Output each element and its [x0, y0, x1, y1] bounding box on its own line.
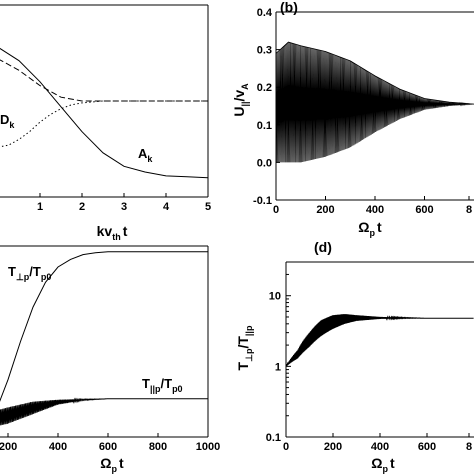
panel-b-x-tick-label: 8: [466, 204, 472, 216]
panel-b-x-tick-label: 200: [316, 204, 334, 216]
panel-b-x-tick-label: 0: [273, 204, 279, 216]
panel-b-panel-label: (b): [280, 0, 298, 15]
panel-d-y-tick-label: 10: [269, 291, 281, 303]
panel-a: 1 2 3 4 5 kvth t Dk Ak: [0, 4, 211, 242]
panel-d-x-tick-label: 200: [324, 441, 342, 453]
panel-b-upper-envelope: [276, 41, 474, 105]
panel-d-x-tick-label: 400: [371, 441, 389, 453]
panel-b-x-tick-label: 400: [366, 204, 384, 216]
panel-d-x-tick-label: 8: [466, 441, 472, 453]
panel-b: -0.1 0.0 0.1 0.2 0.3 0.4 0 200 400 600 8 (b) Ωp t U…: [231, 0, 474, 238]
panel-c-series-band-1: [0, 397, 208, 426]
panel-b-y-label: U||/vA: [231, 83, 250, 117]
panel-a-series-label-ak: Ak: [138, 146, 153, 164]
panel-b-y-tick-label: -0.1: [253, 195, 272, 207]
panel-b-y-tick-label: 0.2: [257, 82, 272, 94]
panel-c-plot: [0, 251, 208, 426]
panel-d-panel-label: (d): [314, 239, 332, 255]
panel-a-series-line-1: [0, 59, 208, 102]
panel-c-series-line-0: [0, 251, 208, 402]
panel-b-ticks: -0.1 0.0 0.1 0.2 0.3 0.4 0 200 400 600 8: [253, 7, 472, 216]
panel-b-x-label: Ωp t: [358, 219, 382, 238]
panel-d-series-band: [286, 314, 474, 367]
panel-d-y-tick-label: 1: [275, 361, 281, 373]
panel-a-x-tick-label: 5: [205, 201, 211, 213]
panel-c-x-label: Ωp t: [100, 455, 124, 474]
panel-b-x-tick-label: 600: [415, 204, 433, 216]
panel-b-y-tick-label: 0.0: [257, 157, 272, 169]
panel-c-x-tick-label: 400: [49, 441, 67, 453]
panel-c-x-tick-label: 600: [99, 441, 117, 453]
panel-d-y-label: T⊥p/T||p: [235, 325, 254, 370]
panel-a-x-tick-label: 2: [79, 201, 85, 213]
panel-c-series-label-tpar: T||p/Tp0: [142, 376, 183, 394]
panel-b-y-tick-label: 0.4: [257, 7, 273, 19]
panel-d-x-tick-label: 0: [283, 441, 289, 453]
panel-c-x-tick-label: 1000: [196, 441, 220, 453]
panel-b-y-tick-label: 0.1: [257, 120, 272, 132]
panel-c-x-tick-label: 800: [149, 441, 167, 453]
panel-d: 0.1 1 10 0 200 400 600 8 (d) Ωp t T⊥p/T||p: [235, 239, 474, 474]
panel-a-x-label: kvth t: [97, 223, 128, 242]
panel-c: 200 400 600 800 1000 Ωp t T⊥p/Tp0 T||p/Tp0: [0, 245, 220, 474]
panel-b-y-tick-label: 0.3: [257, 45, 272, 57]
panel-d-y-tick-label: 0.1: [266, 432, 281, 444]
panel-d-ticks: 0.1 1 10 0 200 400 600 8: [266, 273, 472, 453]
panel-a-x-ticks: 1 2 3 4 5: [37, 193, 211, 213]
panel-d-x-label: Ωp t: [371, 455, 395, 474]
panel-c-x-ticks: 200 400 600 800 1000: [0, 433, 220, 453]
panel-a-x-tick-label: 4: [163, 201, 170, 213]
panel-a-x-tick-label: 3: [121, 201, 127, 213]
panel-a-series-label-dk: Dk: [0, 112, 15, 130]
panel-a-series-line-0: [0, 47, 208, 179]
panel-b-plot: [276, 41, 474, 163]
panel-c-x-tick-label: 200: [0, 441, 17, 453]
panel-d-plot: [286, 314, 474, 367]
panel-a-plot: [0, 47, 208, 179]
panel-a-series-line-2: [0, 100, 208, 148]
panel-a-x-tick-label: 1: [37, 201, 43, 213]
panel-d-x-tick-label: 600: [418, 441, 436, 453]
panel-c-series-label-tperp: T⊥p/Tp0: [8, 264, 51, 282]
panel-b-oscillation-trace: [276, 42, 474, 163]
